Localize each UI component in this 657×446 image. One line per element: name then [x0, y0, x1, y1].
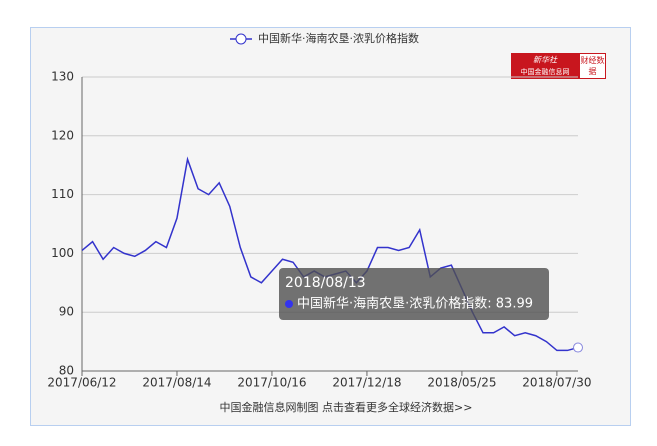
y-tick-label: 80: [59, 364, 74, 378]
x-tick-label: 2018/07/30: [522, 376, 591, 390]
hover-point: [573, 342, 583, 353]
logo-badge-box: 财经数据: [580, 56, 605, 76]
logo-site: 中国金融信息网: [521, 67, 570, 76]
y-tick-label: 100: [51, 246, 74, 260]
x-tick-label: 2017/06/12: [47, 376, 116, 390]
logo-brand: 新华社: [533, 56, 558, 65]
x-tick-label: 2018/05/25: [427, 376, 496, 390]
tooltip-text: 中国新华·海南农垦·浓乳价格指数: 83.99: [297, 296, 533, 312]
frame: [30, 27, 631, 426]
x-tick-label: 2017/12/18: [332, 376, 401, 390]
y-tick-label: 130: [51, 70, 74, 84]
legend-label: 中国新华·海南农垦·浓乳价格指数: [258, 31, 419, 45]
logo[interactable]: 新华社 中国金融信息网 财经数据: [511, 53, 606, 79]
tooltip: 2018/08/13 中国新华·海南农垦·浓乳价格指数: 83.99: [279, 268, 549, 320]
y-tick-label: 90: [59, 305, 74, 319]
x-tick-label: 2017/08/14: [142, 376, 211, 390]
legend[interactable]: 中国新华·海南农垦·浓乳价格指数: [230, 31, 419, 45]
tooltip-dot: [285, 300, 293, 308]
y-tick-label: 110: [51, 187, 74, 201]
logo-badge-bg: [580, 54, 605, 78]
tooltip-title: 2018/08/13: [285, 275, 366, 291]
tooltip-bg: [279, 268, 549, 320]
y-tick-label: 120: [51, 128, 74, 142]
legend-marker: [235, 33, 247, 45]
x-tick-label: 2017/10/16: [237, 376, 306, 390]
plot: 80 90 100 110 120 130 2017/06/12 2017/08/14 2017…: [47, 70, 591, 390]
footer[interactable]: 中国金融信息网制图 点击查看更多全球经济数据>>: [220, 400, 473, 414]
logo-badge: 财经数据: [580, 56, 605, 76]
